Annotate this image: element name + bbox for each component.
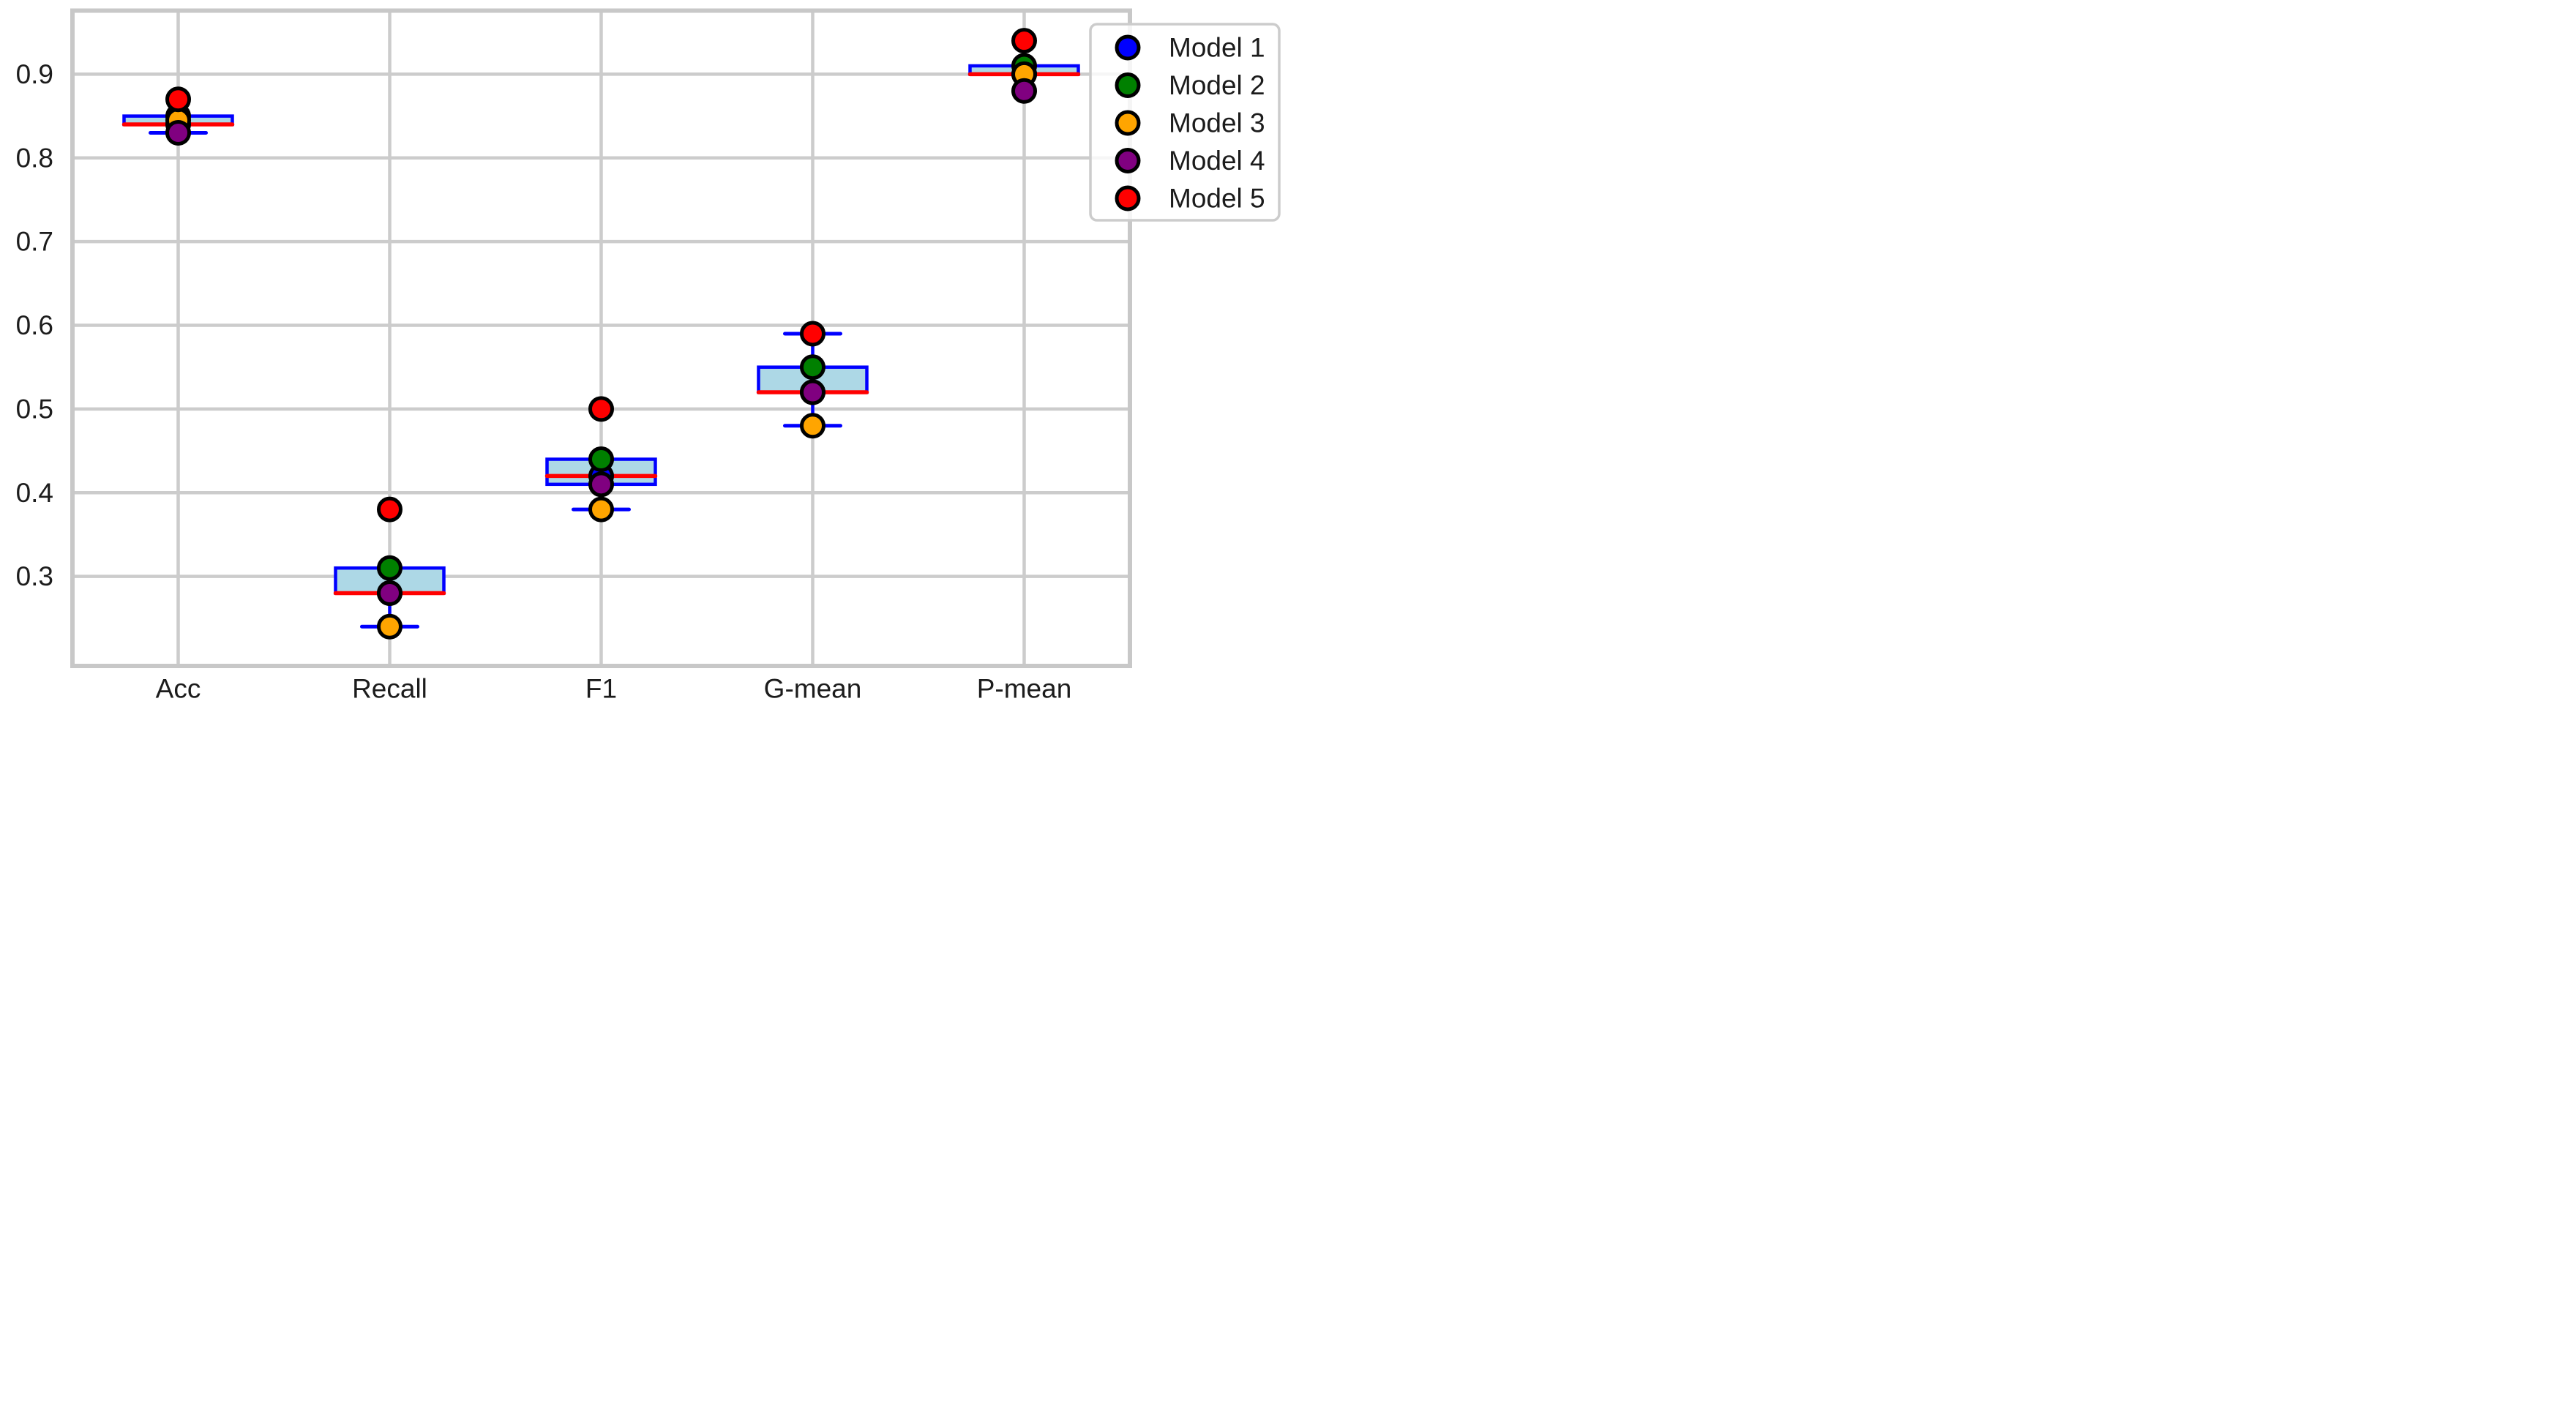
scatter-point-model-4-g-mean (800, 379, 825, 405)
scatter-point-model-4-p-mean (1011, 78, 1037, 104)
legend-marker-icon-model-3 (1115, 110, 1141, 136)
scatter-point-model-3-recall (377, 613, 402, 640)
legend-marker-icon-model-2 (1115, 72, 1141, 98)
scatter-point-model-2-recall (377, 555, 402, 581)
y-axis-tick-label-0-6: 0.6 (16, 310, 53, 340)
legend-marker-icon-model-1 (1115, 34, 1141, 61)
scatter-point-model-5-p-mean (1011, 28, 1037, 54)
boxplot-figure: 0.9 0.8 0.7 0.6 0.5 0.4 0.3 Acc Recall F1 G-mean P-… (0, 0, 1288, 710)
chart-canvas: 0.9 0.8 0.7 0.6 0.5 0.4 0.3 Acc Recall F1 G-mean P-… (0, 0, 1288, 710)
legend-entry-label-model-4: Model 4 (1169, 146, 1265, 176)
legend-entry-label-model-2: Model 2 (1169, 70, 1265, 100)
scatter-point-model-4-f1 (588, 471, 614, 498)
legend-box (1089, 23, 1281, 222)
y-axis-tick-label-0-8: 0.8 (16, 143, 53, 173)
x-axis-category-label-g-mean: G-mean (764, 674, 862, 704)
plot-area-frame (70, 8, 1132, 668)
x-axis-category-label-acc: Acc (156, 674, 201, 704)
scatter-point-model-4-acc (165, 119, 191, 146)
y-axis-tick-label-0-4: 0.4 (16, 478, 53, 508)
scatter-point-model-2-g-mean (800, 354, 825, 381)
scatter-point-model-2-f1 (588, 446, 614, 473)
scatter-point-model-5-recall (377, 496, 402, 523)
legend-entry-label-model-3: Model 3 (1169, 108, 1265, 138)
legend-marker-icon-model-5 (1115, 185, 1141, 211)
scatter-point-model-5-f1 (588, 396, 614, 422)
scatter-point-model-3-g-mean (800, 413, 825, 439)
legend-entry-label-model-5: Model 5 (1169, 184, 1265, 214)
legend-marker-icon-model-4 (1115, 148, 1141, 173)
x-axis-category-label-recall: Recall (352, 674, 427, 704)
y-axis-tick-label-0-9: 0.9 (16, 59, 53, 89)
scatter-point-model-4-recall (377, 580, 402, 606)
x-axis-category-label-p-mean: P-mean (977, 674, 1072, 704)
y-axis-tick-label-0-7: 0.7 (16, 227, 53, 257)
x-axis-category-label-f1: F1 (585, 674, 617, 704)
y-axis-tick-label-0-3: 0.3 (16, 561, 53, 591)
scatter-point-model-3-f1 (588, 496, 614, 523)
legend-entry-label-model-1: Model 1 (1169, 33, 1265, 63)
y-axis-tick-label-0-5: 0.5 (16, 394, 53, 424)
scatter-point-model-5-acc (165, 86, 191, 113)
scatter-point-model-5-g-mean (800, 321, 825, 347)
